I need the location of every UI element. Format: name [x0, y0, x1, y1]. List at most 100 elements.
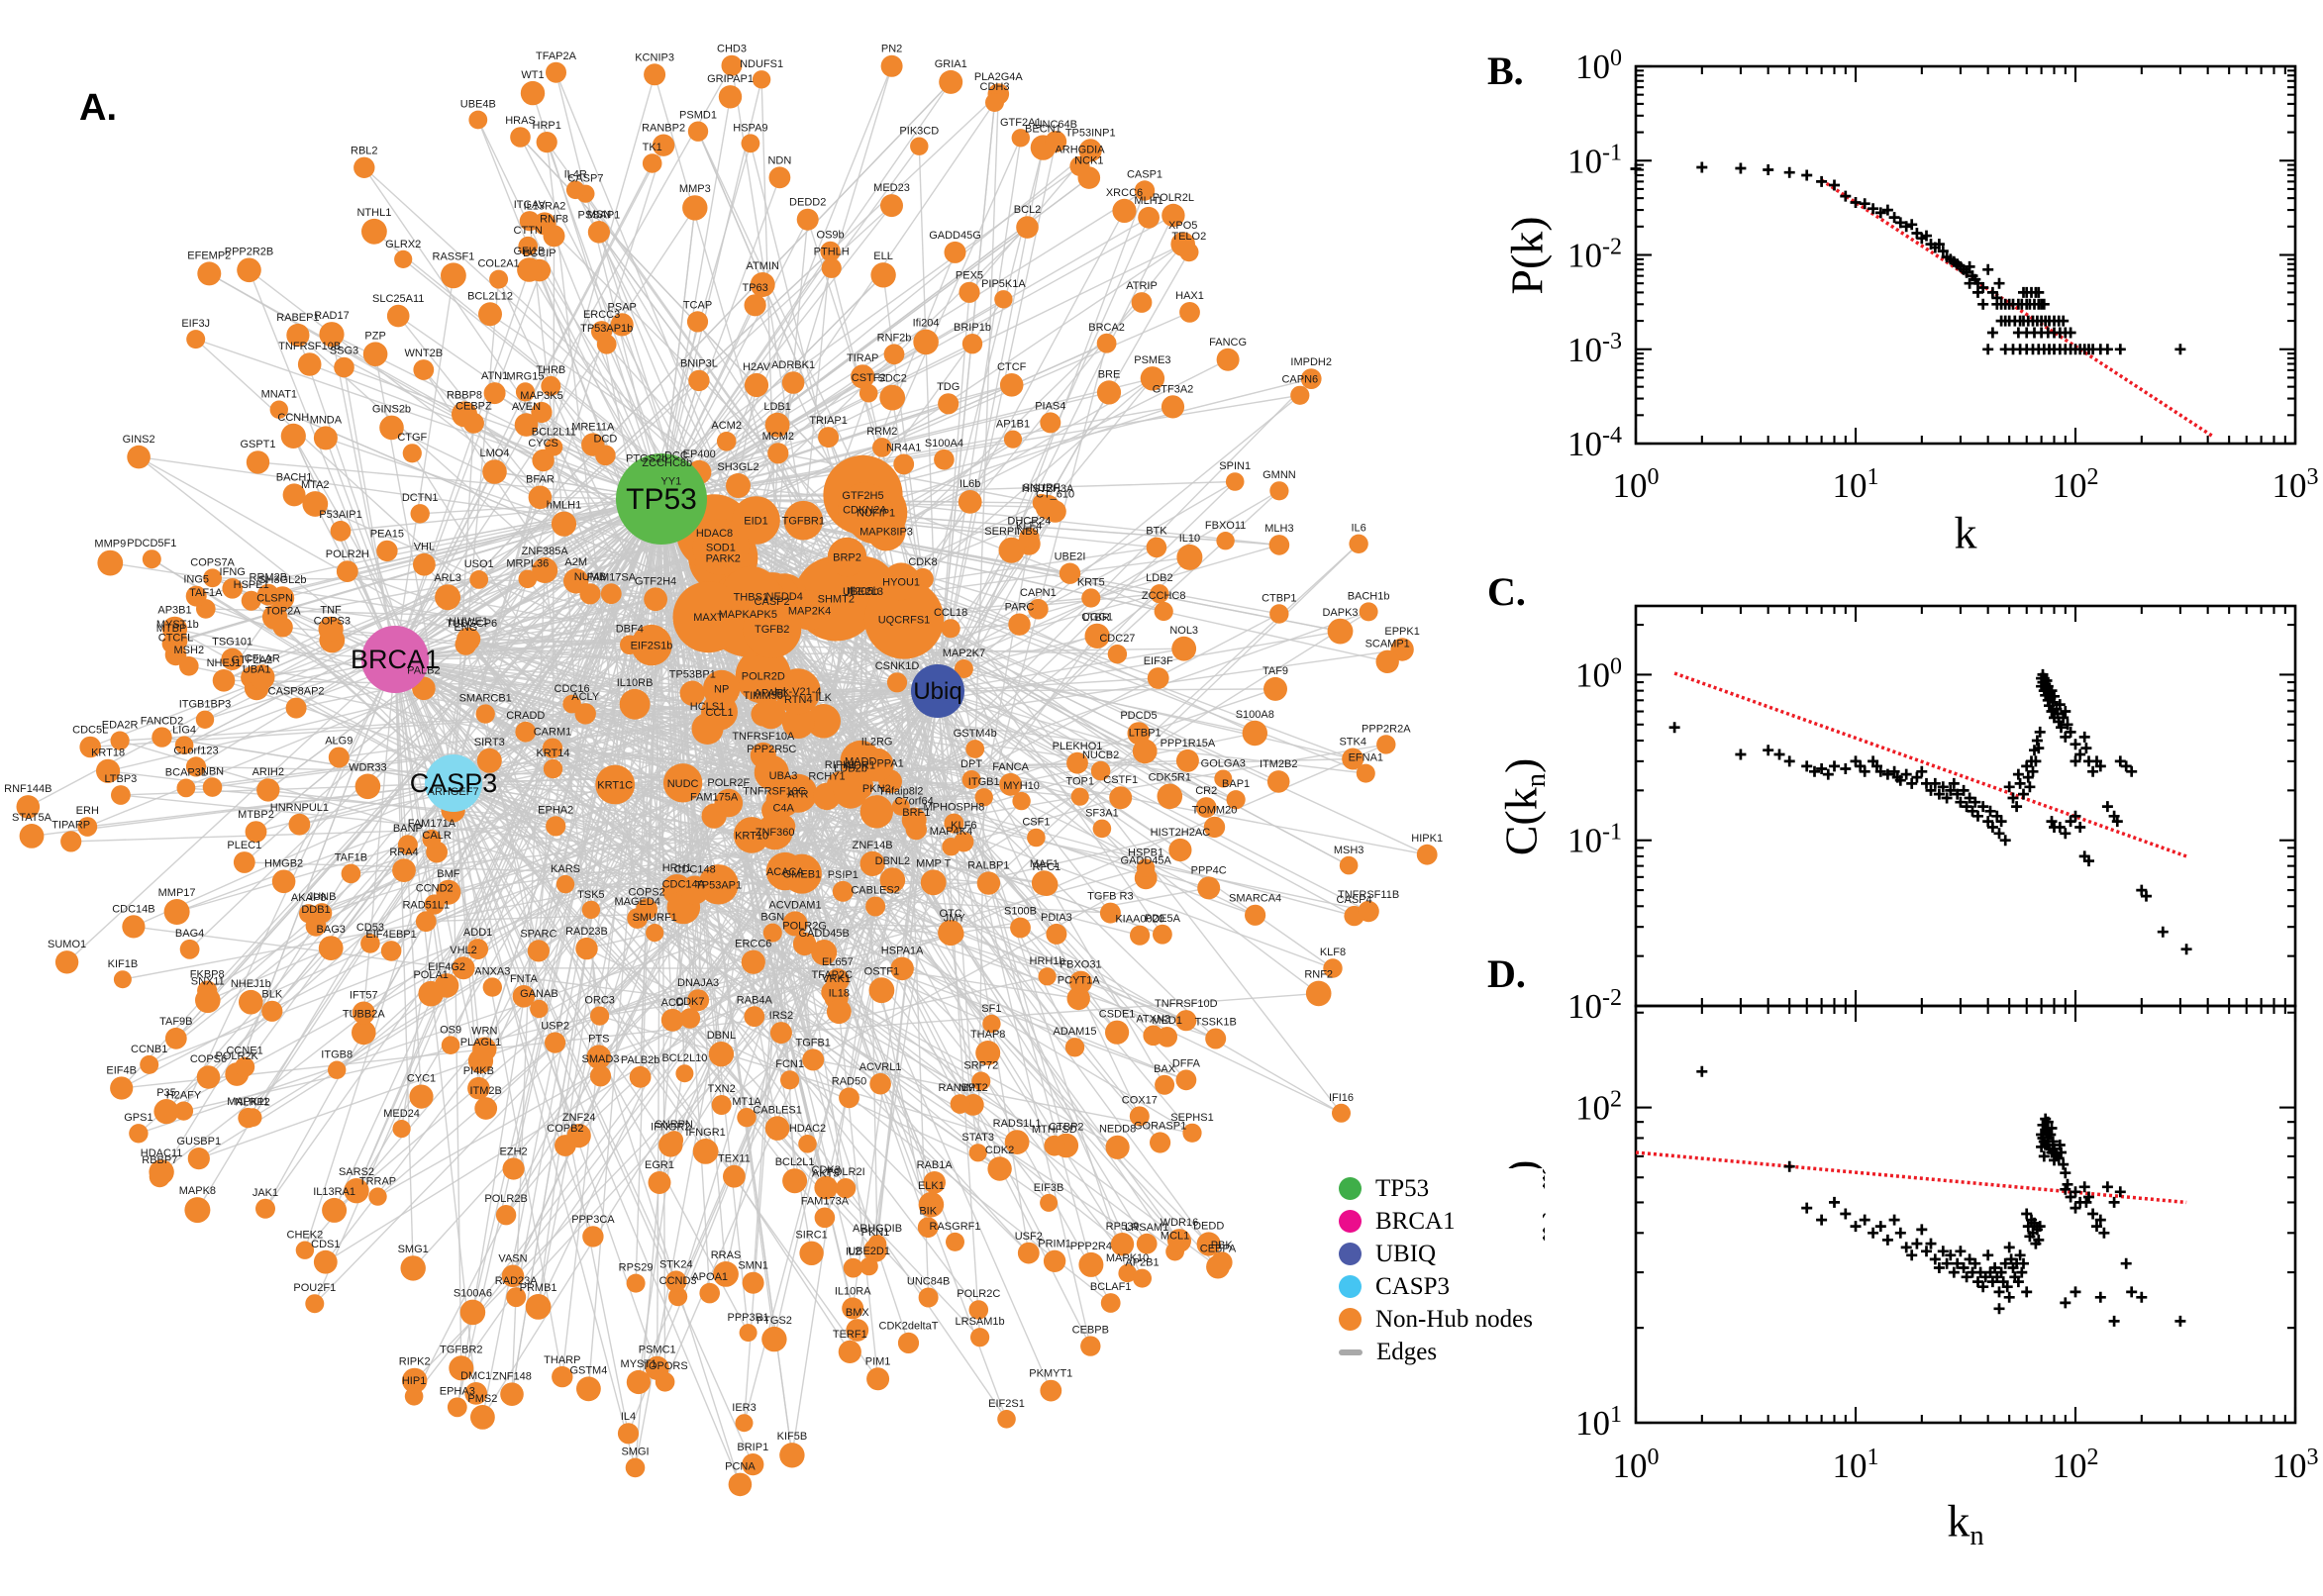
edge — [377, 764, 878, 1198]
gene-node — [576, 1376, 601, 1402]
edge — [394, 269, 531, 660]
edge — [937, 138, 1022, 692]
edge — [783, 595, 825, 953]
edge — [151, 558, 678, 890]
edge — [676, 888, 1123, 1246]
edge — [66, 658, 396, 963]
edge — [937, 690, 1181, 851]
legend-item-brca1: BRCA1 — [1339, 1205, 1533, 1238]
gene-node — [330, 520, 352, 542]
edge — [937, 690, 1146, 752]
gene-node — [185, 585, 207, 607]
edge — [212, 577, 576, 582]
edge — [599, 1015, 1018, 1144]
tick-layer — [1634, 1006, 2297, 1425]
edge — [544, 396, 893, 571]
edge — [340, 498, 662, 532]
legend-label: CASP3 — [1375, 1272, 1451, 1300]
edge — [465, 531, 887, 646]
gene-node — [764, 412, 790, 438]
edge — [974, 93, 999, 749]
tick-label: 10-2 — [1567, 985, 1622, 1026]
edge — [660, 96, 732, 500]
edge — [452, 810, 462, 1368]
edge — [777, 452, 1042, 504]
edge — [660, 146, 920, 500]
gene-node — [701, 803, 727, 829]
gene-node — [542, 738, 563, 758]
edge — [987, 543, 1360, 884]
gene-node — [313, 426, 338, 450]
gene-node — [590, 1006, 610, 1026]
legend-label: BRCA1 — [1375, 1207, 1456, 1235]
edge — [660, 498, 839, 981]
edge — [471, 498, 662, 1313]
panel-C: 100 10-1 10-2 C(kn) — [1496, 604, 2297, 1026]
tick-label: 102 — [2053, 1445, 2099, 1485]
gene-node — [77, 817, 98, 837]
edge — [562, 523, 693, 694]
gene-node — [1109, 786, 1133, 810]
edge — [394, 207, 696, 660]
tick-label: 101 — [1833, 464, 1879, 505]
edge — [470, 638, 555, 769]
tick-label: 100 — [1613, 464, 1660, 505]
tick-label: 10-1 — [1567, 140, 1622, 180]
gene-node — [452, 401, 477, 428]
edge — [394, 476, 648, 660]
edge — [875, 811, 989, 884]
legend-item-casp3: CASP3 — [1339, 1270, 1533, 1303]
gene-node — [944, 813, 964, 834]
edge — [453, 544, 1280, 784]
edge — [204, 498, 662, 721]
edge — [362, 658, 396, 1014]
edge — [922, 578, 1256, 735]
edge — [794, 923, 1021, 929]
edge — [267, 594, 454, 784]
scatter-layer — [1630, 161, 2186, 355]
edge — [394, 658, 809, 1145]
gene-node — [835, 1178, 857, 1199]
gene-node — [354, 156, 375, 178]
edge — [477, 119, 662, 500]
edge — [660, 243, 1184, 500]
gene-node — [764, 1116, 790, 1141]
edge — [937, 690, 1141, 1117]
legend-item-non-hub-nodes: Non-Hub nodes — [1339, 1303, 1533, 1336]
edge — [394, 658, 448, 986]
tick-label: 100 — [1575, 46, 1622, 86]
edge — [589, 593, 772, 773]
legend-label: UBIQ — [1375, 1240, 1437, 1267]
edge — [195, 338, 662, 500]
gene-node — [1043, 1249, 1066, 1273]
gene-node — [341, 863, 361, 884]
edge — [950, 628, 985, 798]
edge — [470, 578, 529, 640]
edge — [255, 498, 662, 833]
edge — [725, 923, 796, 1275]
gene-node — [880, 194, 903, 218]
edge — [138, 456, 396, 660]
edge — [555, 72, 662, 500]
edge — [196, 498, 662, 597]
tick-label: 103 — [2272, 1445, 2319, 1485]
edge — [838, 800, 1023, 1013]
gene-node — [968, 1300, 989, 1320]
edge — [771, 783, 1011, 934]
axis-label: P(k) — [1502, 216, 1553, 294]
scatter-points — [1668, 668, 2192, 955]
edge — [590, 909, 656, 934]
gene-node — [679, 1008, 701, 1029]
fit-line — [1635, 1150, 2187, 1205]
gene-node — [212, 669, 236, 692]
fit-line — [1673, 671, 2187, 858]
gene-node — [140, 1054, 159, 1074]
edge — [462, 498, 662, 968]
edge — [70, 825, 556, 843]
edge — [453, 782, 707, 1152]
edge — [697, 796, 828, 1001]
edge — [850, 783, 1011, 793]
edge — [584, 713, 648, 910]
tick-label: 103 — [2272, 464, 2319, 505]
tick-label: 10-3 — [1567, 329, 1622, 369]
